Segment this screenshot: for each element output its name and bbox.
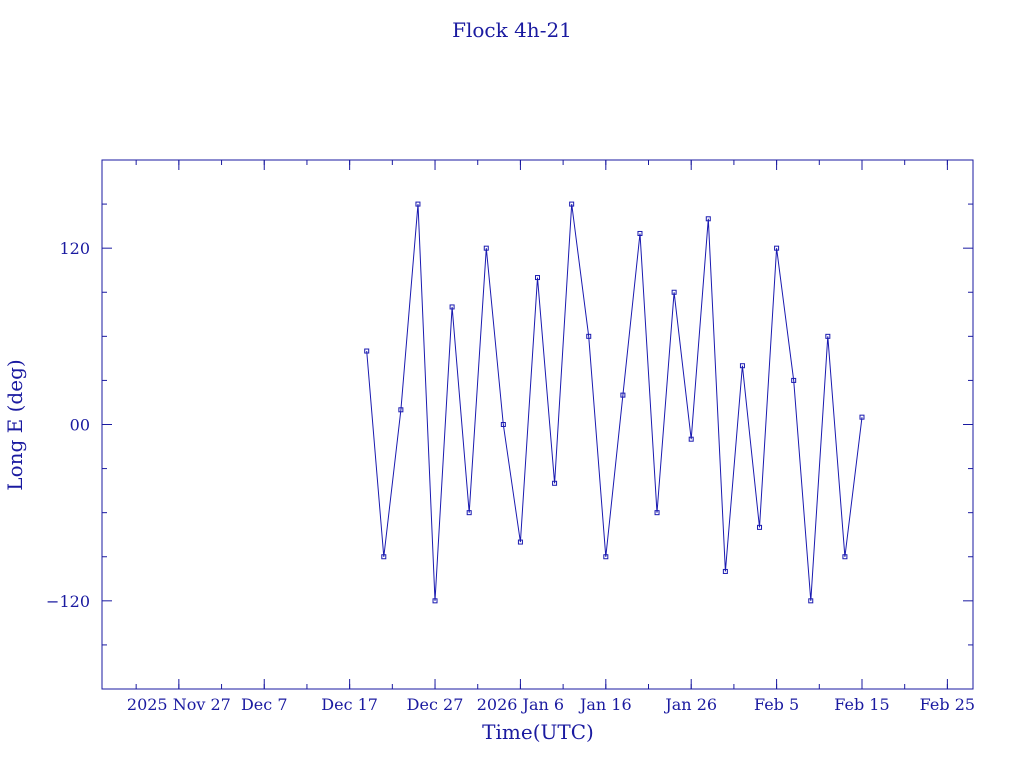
data-point [671,289,677,295]
data-point [705,216,711,222]
data-point [739,363,745,369]
x-tick-label: Dec 17 [321,695,378,714]
series-line [366,204,863,601]
y-axis-label: Long E (deg) [3,359,27,490]
data-point [586,333,592,339]
data-point [825,333,831,339]
x-axis: 2025 Nov 27 Dec 7 Dec 17 Dec 27 2026 Jan 6 Ja… [127,160,975,714]
chart-title: Flock 4h-21 [452,18,572,42]
data-point [364,348,370,354]
data-point [381,554,387,560]
x-tick-label: Dec 7 [241,695,288,714]
trace-group [366,204,863,601]
data-point [859,414,865,420]
data-point [654,510,660,516]
data-point [620,392,626,398]
x-tick-label: 2025 Nov 27 [127,695,231,714]
data-point [415,201,421,207]
y-tick-label: 120 [59,239,90,258]
x-tick-label: Jan 26 [663,695,717,714]
data-point [398,407,404,413]
data-point [842,554,848,560]
plot-frame [101,159,974,690]
point-group [364,201,865,604]
data-point [757,524,763,530]
x-tick-label: 2026 Jan 6 [477,695,564,714]
x-tick-label: Dec 27 [407,695,464,714]
data-point [500,422,506,427]
x-tick-label: Jan 16 [578,695,632,714]
data-point [637,230,643,236]
data-point [535,275,540,281]
data-point [688,436,694,442]
data-point [466,510,472,516]
x-tick-label: Feb 25 [920,695,975,714]
data-point [603,554,609,560]
x-tick-label: Feb 5 [754,695,799,714]
data-point [722,568,728,574]
data-point [569,201,575,207]
y-tick-label: 00 [70,416,90,435]
data-point [449,304,455,310]
x-axis-label: Time(UTC) [482,720,594,744]
y-tick-label: −120 [46,592,90,611]
data-point [791,377,797,383]
y-axis: −120 00 120 [46,203,973,646]
data-point [517,539,523,545]
data-point [483,245,489,251]
data-point [808,598,814,604]
data-point [432,598,438,604]
x-tick-label: Feb 15 [834,695,889,714]
data-point [774,245,780,251]
data-point [552,480,558,486]
